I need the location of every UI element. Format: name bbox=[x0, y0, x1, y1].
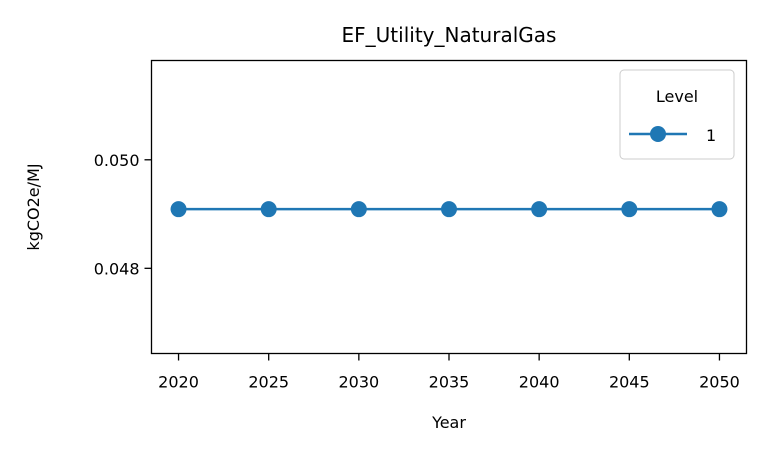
y-axis-label: kgCO2e/MJ bbox=[24, 163, 43, 250]
x-axis-label: Year bbox=[431, 413, 466, 432]
legend-title: Level bbox=[656, 87, 698, 106]
x-tick-label: 2045 bbox=[609, 373, 650, 392]
x-tick-label: 2050 bbox=[699, 373, 740, 392]
y-axis: 0.048 0.050 bbox=[94, 151, 152, 278]
legend-marker bbox=[650, 126, 666, 142]
legend-box bbox=[619, 69, 735, 160]
data-point bbox=[350, 201, 367, 218]
y-tick-label: 0.048 bbox=[94, 259, 140, 278]
plot-area bbox=[170, 201, 728, 218]
chart-title: EF_Utility_NaturalGas bbox=[342, 23, 557, 47]
data-point bbox=[170, 201, 187, 218]
data-point bbox=[260, 201, 277, 218]
data-point bbox=[621, 201, 638, 218]
x-tick-label: 2025 bbox=[248, 373, 289, 392]
data-point bbox=[531, 201, 548, 218]
y-tick-label: 0.050 bbox=[94, 151, 140, 170]
data-point bbox=[711, 201, 728, 218]
legend: Level 1 bbox=[619, 69, 735, 160]
x-tick-label: 2030 bbox=[338, 373, 379, 392]
x-tick-label: 2020 bbox=[158, 373, 199, 392]
legend-entry-label: 1 bbox=[706, 126, 716, 145]
x-tick-label: 2035 bbox=[429, 373, 470, 392]
x-axis: 2020 2025 2030 2035 2040 2045 2050 bbox=[158, 353, 740, 392]
x-tick-label: 2040 bbox=[519, 373, 560, 392]
data-point bbox=[441, 201, 457, 218]
